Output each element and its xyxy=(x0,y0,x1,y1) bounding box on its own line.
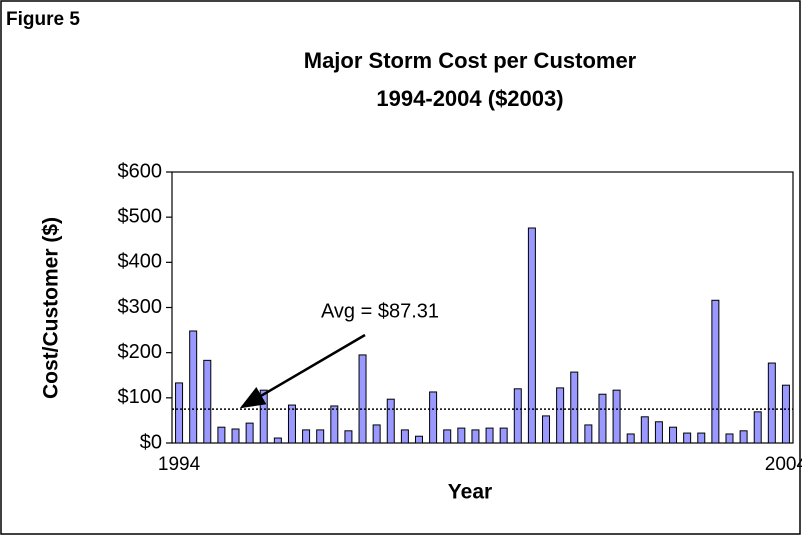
bar xyxy=(330,405,339,444)
y-axis-label: Cost/Customer ($) xyxy=(40,217,63,399)
bar xyxy=(626,433,635,444)
bar xyxy=(414,435,423,444)
bar xyxy=(231,428,240,444)
bar xyxy=(697,432,706,444)
bar xyxy=(217,426,226,444)
bar xyxy=(443,429,452,444)
bar xyxy=(739,430,748,444)
bar xyxy=(767,362,776,444)
y-tick-label: $200 xyxy=(118,341,163,363)
bar xyxy=(471,429,480,444)
bar xyxy=(372,424,381,444)
bar xyxy=(584,424,593,444)
bar xyxy=(669,426,678,444)
annotation: Avg = $87.31 xyxy=(321,300,439,322)
bar xyxy=(527,227,536,444)
bar xyxy=(640,416,649,444)
bar xyxy=(598,393,607,444)
bar xyxy=(344,430,353,444)
y-tick-label: $400 xyxy=(118,251,163,273)
bar xyxy=(542,415,551,444)
bar xyxy=(513,388,522,444)
figure-label: Figure 5 xyxy=(6,9,80,30)
bar xyxy=(499,427,508,444)
bar xyxy=(302,429,311,444)
bar xyxy=(781,384,790,444)
bar xyxy=(386,398,395,444)
bar xyxy=(711,299,720,444)
bar xyxy=(725,433,734,444)
y-tick-label: $500 xyxy=(118,205,163,227)
bar xyxy=(287,404,296,444)
x-tick-label: 2004 xyxy=(765,454,802,475)
bar xyxy=(457,427,466,444)
bar xyxy=(203,359,212,444)
bar xyxy=(556,387,565,444)
bar xyxy=(245,422,254,444)
y-tick-label: $0 xyxy=(140,431,162,453)
chart-title: Major Storm Cost per Customer xyxy=(304,48,637,73)
bar xyxy=(753,411,762,444)
y-tick-label: $600 xyxy=(118,160,163,182)
annotation-arrow xyxy=(239,333,366,409)
bar xyxy=(189,330,198,444)
bar xyxy=(654,421,663,444)
bar xyxy=(570,371,579,444)
y-tick-label: $300 xyxy=(118,296,163,318)
bar xyxy=(429,391,438,444)
chart-subtitle: 1994-2004 ($2003) xyxy=(376,86,563,111)
bar xyxy=(175,382,184,444)
bar xyxy=(358,354,367,444)
bar xyxy=(485,427,494,444)
bar xyxy=(259,389,268,444)
x-axis-label: Year xyxy=(448,481,492,504)
bar xyxy=(612,389,621,444)
bar xyxy=(400,429,409,444)
bar xyxy=(316,429,325,444)
x-tick-label: 1994 xyxy=(158,454,201,475)
plot-area xyxy=(171,171,794,444)
y-tick-label: $100 xyxy=(118,386,163,408)
bar xyxy=(683,432,692,444)
bar xyxy=(273,437,282,444)
